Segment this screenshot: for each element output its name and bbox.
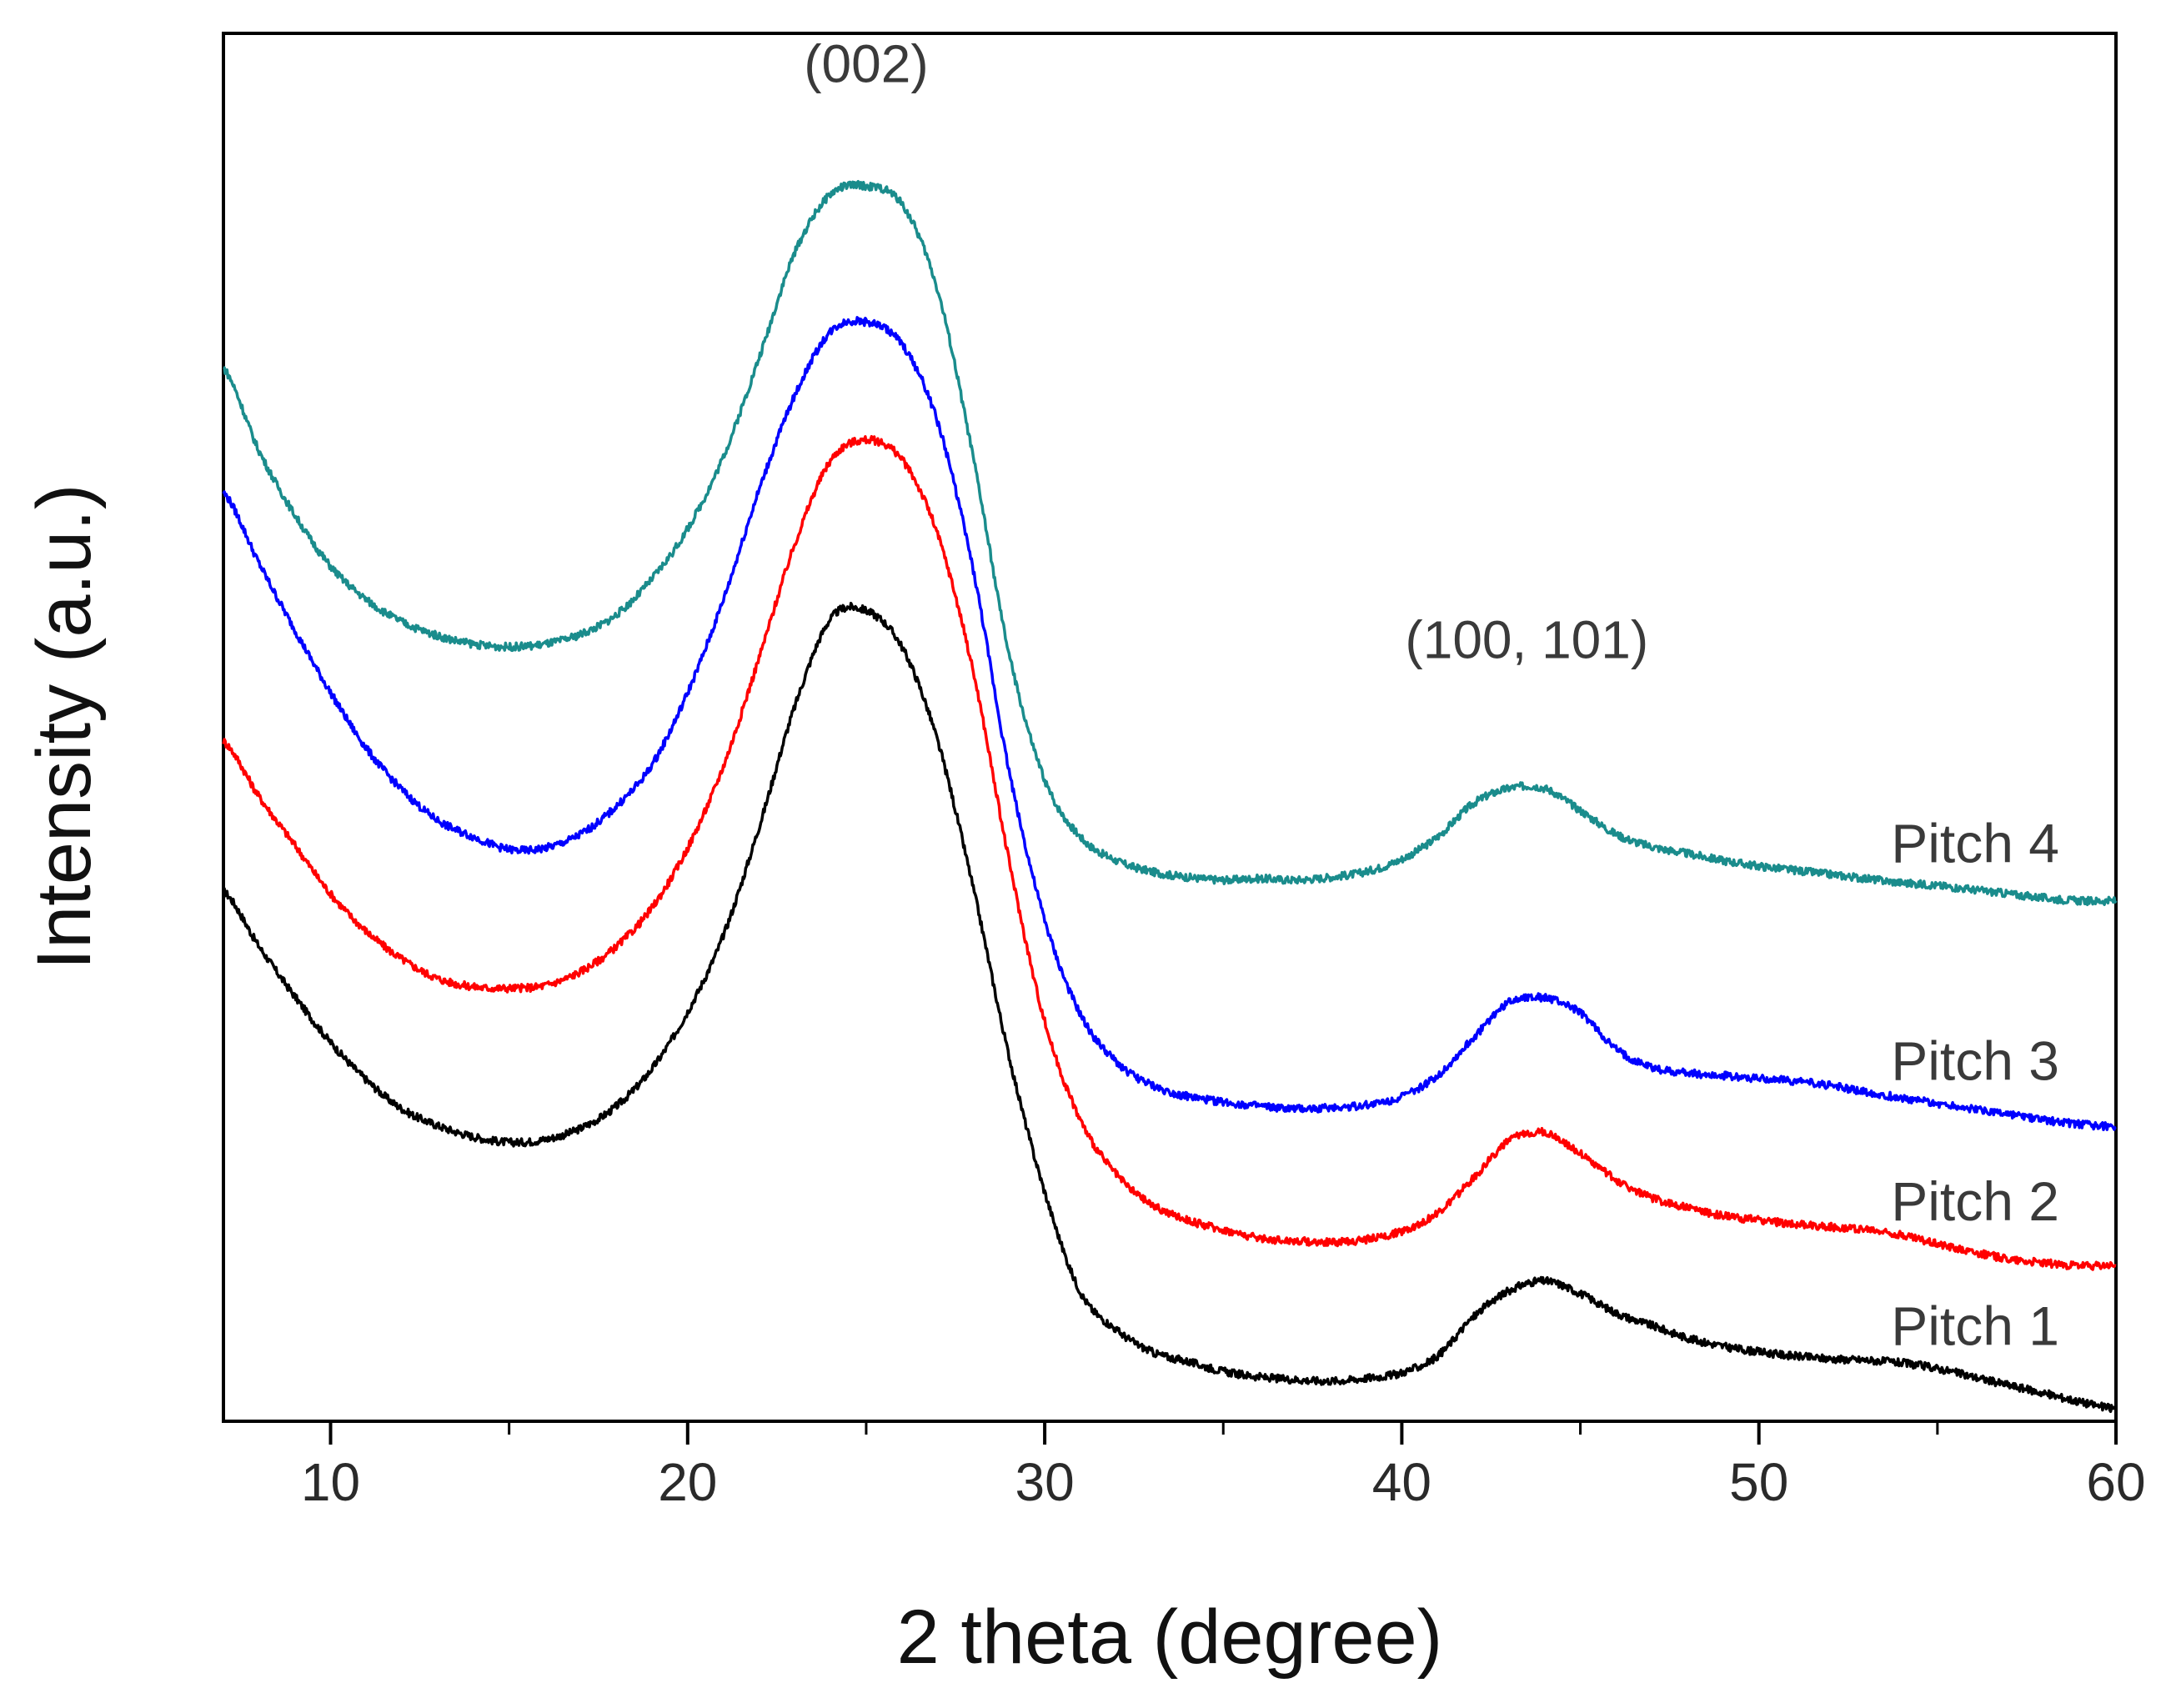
- series-group: [222, 179, 2118, 1414]
- peak-annotation: (002): [804, 33, 928, 93]
- x-tick-label: 60: [2086, 1452, 2145, 1512]
- x-axis-label: 2 theta (degree): [897, 1595, 1443, 1680]
- series-line-pitch-1: [223, 601, 2118, 1414]
- series-label: Pitch 1: [1891, 1295, 2059, 1357]
- series-line-pitch-2: [222, 434, 2117, 1271]
- series-label: Pitch 4: [1891, 812, 2059, 874]
- x-tick-label: 20: [658, 1452, 717, 1512]
- series-line-pitch-3: [222, 316, 2117, 1132]
- series-line-pitch-4: [223, 179, 2118, 907]
- x-tick-label: 30: [1015, 1452, 1075, 1512]
- series-label: Pitch 3: [1891, 1030, 2059, 1092]
- series-labels: Pitch 1 Pitch 2 Pitch 3 Pitch 4: [1891, 812, 2059, 1356]
- x-tick-label: 10: [301, 1452, 360, 1512]
- x-tick-label: 40: [1372, 1452, 1431, 1512]
- plot-frame: [222, 32, 2118, 1423]
- peak-annotation: (100, 101): [1405, 609, 1648, 669]
- x-tick-label: 50: [1729, 1452, 1788, 1512]
- y-axis-label: Intensity (a.u.): [22, 484, 107, 970]
- series-label: Pitch 2: [1891, 1170, 2059, 1232]
- annotations-group: (002) (100, 101): [804, 33, 1648, 669]
- x-axis-ticks: 10 20 30 40 50 60: [301, 1421, 2146, 1512]
